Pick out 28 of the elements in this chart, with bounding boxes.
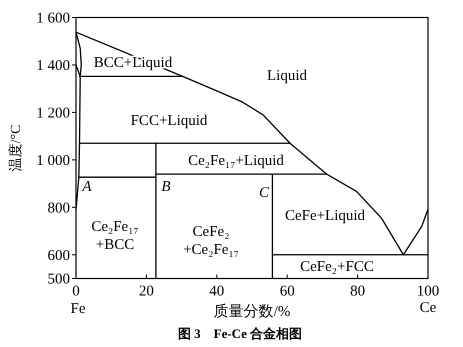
- annotation: CeFe+Liquid: [284, 208, 366, 224]
- y-tick-label: 1 400: [36, 58, 70, 74]
- x-tick-label: 60: [280, 284, 295, 300]
- y-tick-label: 800: [48, 200, 70, 216]
- annotation: Liquid: [267, 68, 308, 84]
- text: 图 3 Fe-Ce 合金相图: [178, 326, 302, 341]
- x-tick-label: 100: [416, 284, 440, 300]
- x-tick-label: 40: [209, 284, 224, 300]
- annotation: CeFe₂+FCC: [300, 259, 374, 275]
- y-tick-label: 1 000: [36, 152, 70, 169]
- x-axis-title: 质量分数/%: [214, 303, 290, 320]
- x-tick-label: 80: [350, 284, 366, 300]
- y-axis-title: 温度/°C: [8, 124, 24, 172]
- annotation: Ce₂Fe₁₇ +BCC: [91, 219, 139, 253]
- y-tick-label: 1 600: [36, 10, 70, 26]
- annotation: C: [258, 185, 270, 201]
- annotation: B: [161, 179, 171, 195]
- annotation: Ce₂Fe₁₇+Liquid: [188, 153, 284, 169]
- y-tick-label: 600: [48, 248, 70, 264]
- annotation: CeFe₂ +Ce₂Fe₁₇: [183, 224, 239, 258]
- x-tick-label: 0: [72, 284, 80, 300]
- text: Ce: [420, 300, 437, 316]
- annotation: A: [81, 179, 92, 195]
- text: Fe: [70, 301, 86, 317]
- x-tick-label: 20: [138, 284, 154, 300]
- y-tick-label: 500: [48, 272, 70, 288]
- annotation: FCC+Liquid: [130, 113, 208, 129]
- y-tick-label: 1 200: [36, 105, 70, 122]
